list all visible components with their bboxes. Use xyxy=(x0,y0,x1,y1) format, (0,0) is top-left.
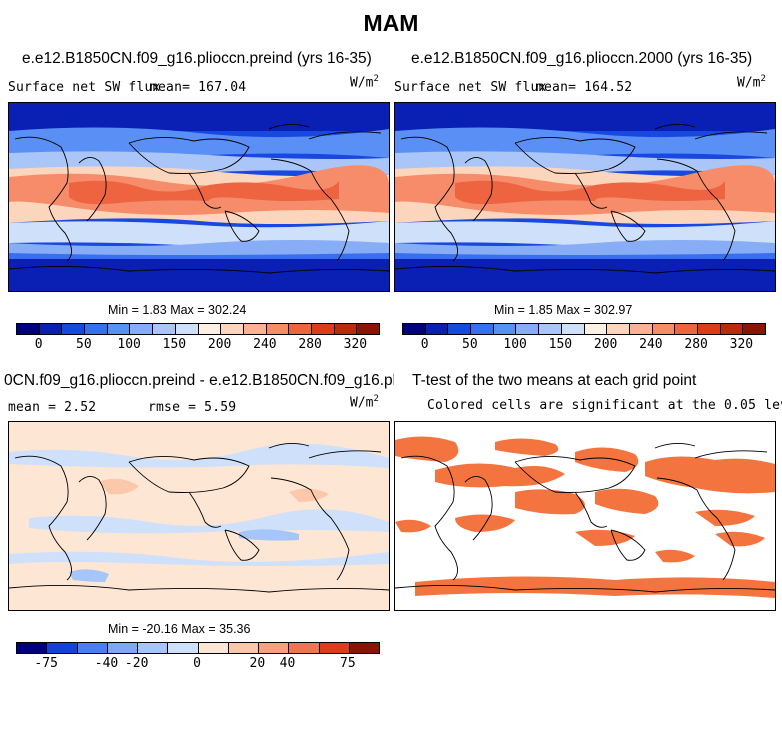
colorbar-swatch xyxy=(289,324,312,334)
panel-preind-variable: Surface net SW flux xyxy=(8,80,161,95)
colorbar-swatch xyxy=(168,643,199,653)
colorbar-swatch xyxy=(584,324,608,334)
map-preind-field xyxy=(9,103,389,291)
panel-diff-mean: mean = 2.52 xyxy=(8,400,97,415)
colorbar-swatch xyxy=(77,643,108,653)
map-2000 xyxy=(394,102,776,292)
panel-preind-minmax: Min = 1.83 Max = 302.24 xyxy=(108,303,247,317)
colorbar-swatch xyxy=(138,643,169,653)
panel-diff-minmax: Min = -20.16 Max = 35.36 xyxy=(108,622,251,636)
colorbar-tick-label: 0 xyxy=(420,337,429,352)
colorbar-tick-label: 200 xyxy=(207,337,232,352)
colorbar-tick-label: 320 xyxy=(729,337,754,352)
panel-2000-mean: mean= 164.52 xyxy=(536,80,633,95)
colorbar-swatch xyxy=(175,324,199,334)
colorbar-swatch xyxy=(289,643,320,653)
colorbar-swatch xyxy=(539,324,562,334)
colorbar-swatch xyxy=(697,324,721,334)
colorbar-swatch xyxy=(198,643,229,653)
colorbar-preind xyxy=(16,323,380,335)
map-ttest xyxy=(394,421,776,611)
colorbar-swatch xyxy=(349,643,379,653)
colorbar-tick-label: 100 xyxy=(503,337,527,352)
colorbar-swatch xyxy=(107,324,131,334)
panel-ttest-title: T-test of the two means at each grid poi… xyxy=(412,372,697,389)
colorbar-swatch xyxy=(259,643,290,653)
colorbar-swatch xyxy=(516,324,540,334)
colorbar-tick-label: 100 xyxy=(117,337,141,352)
colorbar-tick-label: 40 xyxy=(279,656,296,671)
colorbar-swatch xyxy=(107,643,138,653)
colorbar-swatch xyxy=(607,324,630,334)
colorbar-swatch xyxy=(311,324,335,334)
colorbar-swatch xyxy=(17,643,48,653)
colorbar-tick-label: 75 xyxy=(340,656,356,671)
colorbar-tick-label: 20 xyxy=(249,656,266,671)
colorbar-tick-label: 280 xyxy=(298,337,322,352)
colorbar-tick-label: 280 xyxy=(684,337,708,352)
colorbar-swatch xyxy=(720,324,744,334)
panel-ttest-subtitle: Colored cells are significant at the 0.0… xyxy=(427,398,782,413)
colorbar-2000 xyxy=(402,323,766,335)
panel-preind-mean: mean= 167.04 xyxy=(150,80,247,95)
colorbar-swatch xyxy=(493,324,517,334)
panel-2000-units: W/m2 xyxy=(737,74,766,91)
map-preind xyxy=(8,102,390,292)
colorbar-tick-label: 200 xyxy=(593,337,618,352)
panel-preind-title: e.e12.B1850CN.f09_g16.plioccn.preind (yr… xyxy=(22,50,372,67)
map-diff-field xyxy=(9,422,389,610)
colorbar-tick-label: 0 xyxy=(193,656,201,671)
colorbar-swatch xyxy=(425,324,449,334)
colorbar-swatch xyxy=(652,324,676,334)
colorbar-tick-label: 50 xyxy=(462,337,478,352)
colorbar-swatch xyxy=(561,324,585,334)
colorbar-tick-label: 240 xyxy=(639,337,663,352)
colorbar-swatch xyxy=(243,324,267,334)
colorbar-tick-label: 150 xyxy=(548,337,573,352)
colorbar-tick-label: 320 xyxy=(343,337,368,352)
colorbar-diff xyxy=(16,642,380,654)
colorbar-tick-label: -40 xyxy=(94,656,119,671)
panel-preind-units: W/m2 xyxy=(350,74,379,91)
colorbar-tick-label: 240 xyxy=(253,337,277,352)
colorbar-tick-label: 150 xyxy=(162,337,187,352)
colorbar-swatch xyxy=(228,643,259,653)
panel-diff-rmse: rmse = 5.59 xyxy=(148,400,237,415)
panel-2000-variable: Surface net SW flux xyxy=(394,80,547,95)
colorbar-swatch xyxy=(629,324,653,334)
colorbar-swatch xyxy=(47,643,78,653)
panel-diff-title: 0CN.f09_g16.plioccn.preind - e.e12.B1850… xyxy=(4,372,394,389)
colorbar-swatch xyxy=(17,324,40,334)
colorbar-swatch xyxy=(130,324,154,334)
panel-diff-units: W/m2 xyxy=(350,394,379,411)
colorbar-swatch xyxy=(221,324,244,334)
panel-2000-minmax: Min = 1.85 Max = 302.97 xyxy=(494,303,633,317)
colorbar-tick-label: -75 xyxy=(34,656,58,671)
colorbar-swatch xyxy=(403,324,426,334)
map-diff xyxy=(8,421,390,611)
colorbar-swatch xyxy=(62,324,86,334)
colorbar-swatch xyxy=(266,324,290,334)
colorbar-swatch xyxy=(675,324,698,334)
colorbar-swatch xyxy=(85,324,108,334)
map-2000-field xyxy=(395,103,775,291)
map-ttest-field xyxy=(395,436,775,598)
colorbar-swatch xyxy=(319,643,350,653)
colorbar-tick-label: 50 xyxy=(76,337,92,352)
figure-title: MAM xyxy=(363,10,419,36)
colorbar-swatch xyxy=(471,324,494,334)
colorbar-swatch xyxy=(743,324,765,334)
colorbar-tick-label: -20 xyxy=(124,656,149,671)
colorbar-swatch xyxy=(198,324,222,334)
colorbar-swatch xyxy=(39,324,63,334)
colorbar-swatch xyxy=(334,324,358,334)
panel-2000-title: e.e12.B1850CN.f09_g16.plioccn.2000 (yrs … xyxy=(411,50,753,67)
colorbar-tick-label: 0 xyxy=(34,337,43,352)
colorbar-swatch xyxy=(357,324,379,334)
colorbar-swatch xyxy=(153,324,176,334)
colorbar-swatch xyxy=(448,324,472,334)
